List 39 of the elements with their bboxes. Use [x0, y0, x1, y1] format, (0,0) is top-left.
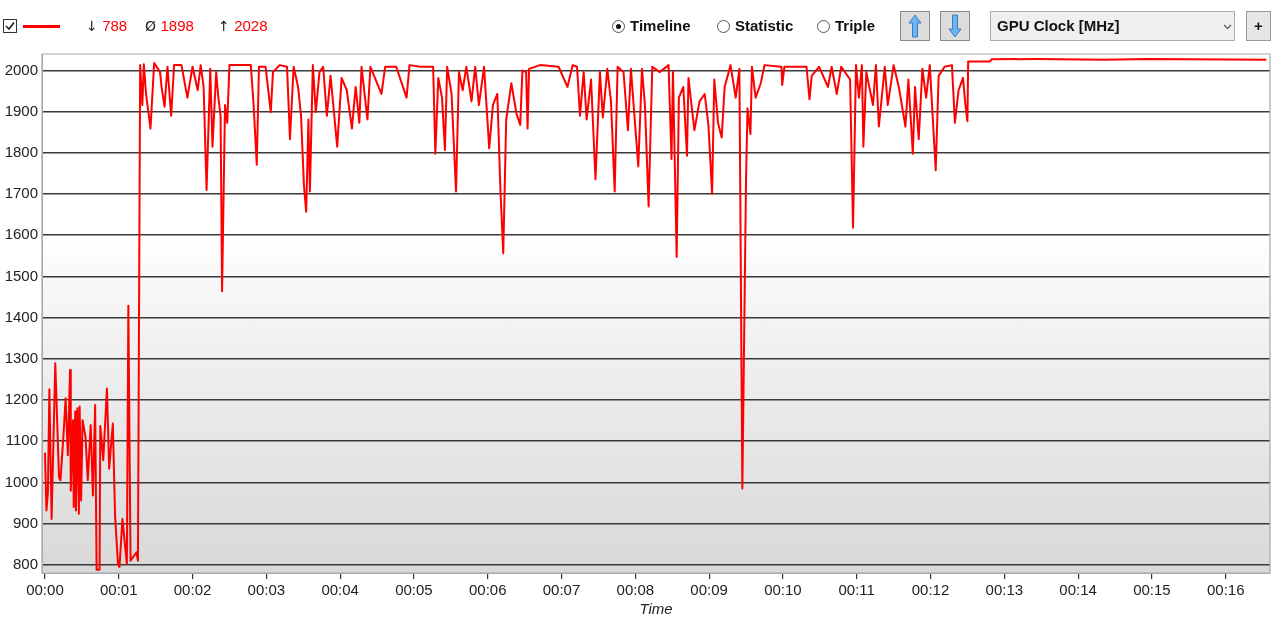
x-tick-label: 00:09 [690, 581, 728, 599]
y-tick-label: 2000 [4, 60, 38, 78]
x-tick-label: 00:05 [395, 581, 433, 599]
x-tick-label: 00:16 [1206, 581, 1245, 599]
y-tick-label: 800 [12, 554, 38, 572]
x-tick-label: 00:03 [247, 581, 286, 599]
x-tick-label: 00:08 [616, 581, 655, 599]
x-tick-label: 00:14 [1059, 581, 1097, 599]
y-tick-label: 1900 [4, 101, 38, 119]
x-tick-label: 00:07 [542, 581, 581, 599]
x-tick-label: 00:02 [173, 581, 212, 599]
y-tick-label: 1200 [4, 390, 38, 408]
text: ↓ 788 [86, 17, 128, 34]
text: Timeline [630, 17, 691, 35]
y-tick-label: 1000 [4, 472, 38, 490]
text: Ø 1898 [145, 17, 194, 34]
y-tick-label: 1700 [4, 184, 38, 202]
text: Statistic [735, 17, 794, 35]
x-tick-label: 00:15 [1133, 581, 1171, 599]
y-tick-label: 1100 [5, 431, 38, 449]
x-axis-title: Time [639, 599, 673, 617]
x-tick-label: 00:01 [99, 581, 138, 599]
y-tick-label: 1800 [4, 143, 38, 160]
x-tick-label: 00:13 [985, 581, 1024, 599]
y-tick-label: 900 [12, 513, 38, 531]
text: Triple [835, 17, 876, 35]
x-tick-label: 00:00 [26, 581, 64, 599]
y-tick-label: 1500 [4, 266, 38, 284]
x-tick-label: 00:10 [764, 581, 802, 599]
x-tick-label: 00:04 [321, 581, 359, 599]
y-tick-label: 1400 [4, 307, 38, 325]
plus-button: + [1246, 11, 1271, 41]
x-tick-label: 00:12 [911, 581, 950, 599]
x-tick-label: 00:06 [468, 581, 507, 599]
dropdown: GPU Clock [MHz] [990, 11, 1235, 41]
x-tick-label: 00:11 [838, 581, 875, 599]
text: ↑ 2028 [218, 17, 268, 34]
y-tick-label: 1600 [4, 225, 38, 243]
y-tick-label: 1300 [4, 348, 38, 366]
